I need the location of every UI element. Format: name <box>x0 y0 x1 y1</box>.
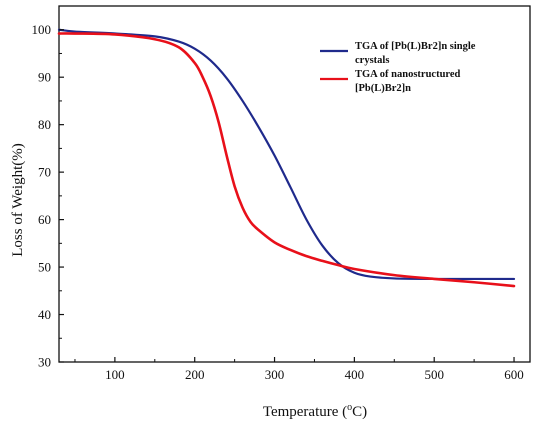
x-tick-label: 100 <box>105 367 125 382</box>
y-axis-title: Loss of Weight(%) <box>10 143 26 257</box>
y-tick-label: 80 <box>38 117 51 132</box>
y-tick-label: 60 <box>38 212 51 227</box>
y-tick-label: 90 <box>38 70 51 85</box>
x-axis-title-text: Temperature ( <box>263 404 347 420</box>
ticks-layer: 100 200 300 400 500 600 30 40 50 60 70 80 90 100 <box>32 22 524 382</box>
plot-border <box>58 5 531 363</box>
x-axis-title-sup: o <box>347 402 352 413</box>
y-tick-label: 70 <box>38 165 51 180</box>
series-layer <box>57 28 516 288</box>
legend: TGA of [Pb(L)Br2]n single crystals TGA o… <box>320 41 476 94</box>
x-tick-label: 600 <box>504 367 524 382</box>
legend-label-single-crystals-line2: crystals <box>355 55 389 66</box>
legend-label-single-crystals-line1: TGA of [Pb(L)Br2]n single <box>355 41 476 52</box>
y-tick-label: 100 <box>32 22 52 37</box>
y-tick-label: 30 <box>38 355 51 370</box>
x-axis-title-unit: C) <box>352 404 367 420</box>
y-tick-label: 50 <box>38 260 51 275</box>
series-line-nanostructured <box>57 32 516 288</box>
legend-label-nanostructured-line1: TGA of nanostructured <box>355 69 461 80</box>
series-line-single-crystals <box>57 28 516 281</box>
y-tick-label: 40 <box>38 307 51 322</box>
x-axis-title: Temperature (oC) <box>263 402 367 420</box>
x-tick-label: 300 <box>265 367 285 382</box>
x-tick-label: 200 <box>185 367 205 382</box>
x-tick-label: 400 <box>345 367 365 382</box>
x-tick-label: 500 <box>424 367 444 382</box>
legend-label-nanostructured-line2: [Pb(L)Br2]n <box>355 83 411 94</box>
plot-frame <box>58 5 531 363</box>
